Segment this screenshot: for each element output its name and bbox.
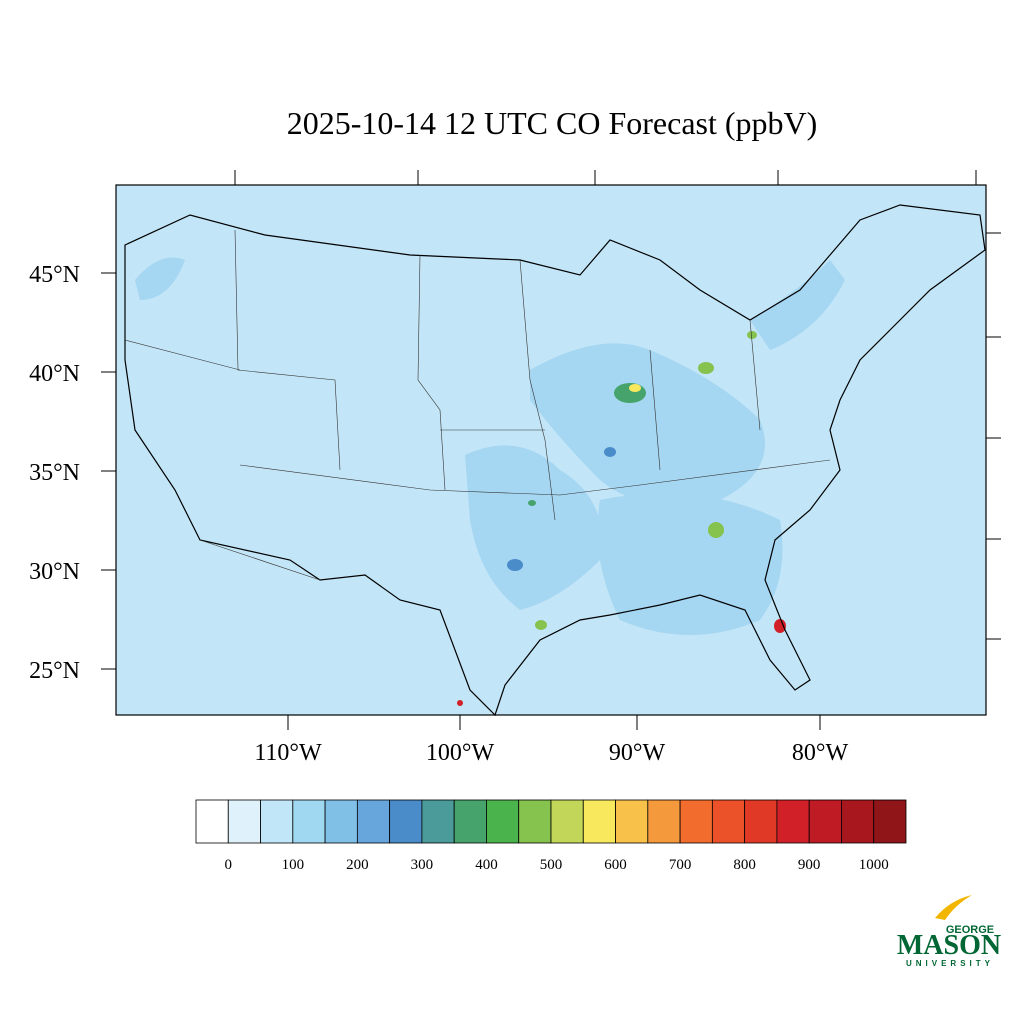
- colorbar-box: [841, 799, 875, 844]
- colorbar-label: 1000: [859, 857, 889, 873]
- logo-top: GEORGE: [946, 924, 994, 936]
- colorbar-label: 700: [669, 857, 692, 873]
- colorbar-label: 100: [282, 857, 305, 873]
- colorbar-label: 600: [604, 857, 627, 873]
- colorbar-box: [776, 799, 810, 844]
- colorbar-box: [260, 799, 294, 844]
- colorbar-label: 800: [733, 857, 756, 873]
- colorbar-label: 400: [475, 857, 498, 873]
- latitude-labels: 45°N 40°N 35°N 30°N 25°N: [29, 262, 80, 684]
- logo-bottom: UNIVERSITY: [906, 959, 994, 968]
- colorbar-box: [453, 799, 487, 844]
- coastline: [124, 204, 986, 717]
- colorbar-box: [195, 799, 229, 844]
- concentration-areas: [135, 257, 845, 635]
- colorbar: 0 100 200 300 400 500 600 700 800 900 1000: [195, 799, 907, 873]
- colorbar-label: 500: [540, 857, 563, 873]
- colorbar-label: 200: [346, 857, 369, 873]
- state-borders: [124, 229, 831, 581]
- colorbar-box: [227, 799, 261, 844]
- colorbar-box: [647, 799, 681, 844]
- colorbar-label: 900: [798, 857, 821, 873]
- colorbar-label: 300: [411, 857, 434, 873]
- longitude-label: 110°W: [254, 740, 322, 766]
- ticks: [101, 170, 1001, 730]
- latitude-label: 35°N: [29, 460, 80, 486]
- colorbar-box: [292, 799, 326, 844]
- map-background: [116, 185, 986, 715]
- latitude-label: 40°N: [29, 361, 80, 387]
- longitude-label: 80°W: [792, 740, 849, 766]
- colorbar-box: [711, 799, 746, 844]
- map: [101, 170, 1001, 730]
- longitude-label: 100°W: [426, 740, 495, 766]
- hotspots: [457, 331, 786, 706]
- colorbar-box: [356, 799, 391, 844]
- colorbar-box: [550, 799, 584, 844]
- title: 2025-10-14 12 UTC CO Forecast (ppbV): [287, 105, 818, 141]
- map-frame: [115, 184, 987, 716]
- colorbar-box: [582, 799, 616, 844]
- logo: GEORGE MASON UNIVERSITY: [897, 895, 1001, 968]
- colorbar-box: [808, 799, 842, 844]
- logo-name: MASON: [897, 930, 1001, 961]
- colorbar-box: [518, 799, 552, 844]
- colorbar-box: [421, 799, 455, 844]
- colorbar-box: [486, 799, 520, 844]
- colorbar-box: [873, 799, 907, 844]
- colorbar-box: [679, 799, 713, 844]
- latitude-label: 45°N: [29, 262, 80, 288]
- longitude-label: 90°W: [609, 740, 666, 766]
- colorbar-box: [615, 799, 649, 844]
- latitude-label: 30°N: [29, 559, 80, 585]
- colorbar-label: 0: [225, 857, 233, 873]
- latitude-label: 25°N: [29, 658, 80, 684]
- longitude-labels: 110°W 100°W 90°W 80°W: [254, 740, 848, 766]
- colorbar-box: [389, 799, 423, 844]
- colorbar-box: [744, 799, 778, 844]
- colorbar-box: [324, 799, 358, 844]
